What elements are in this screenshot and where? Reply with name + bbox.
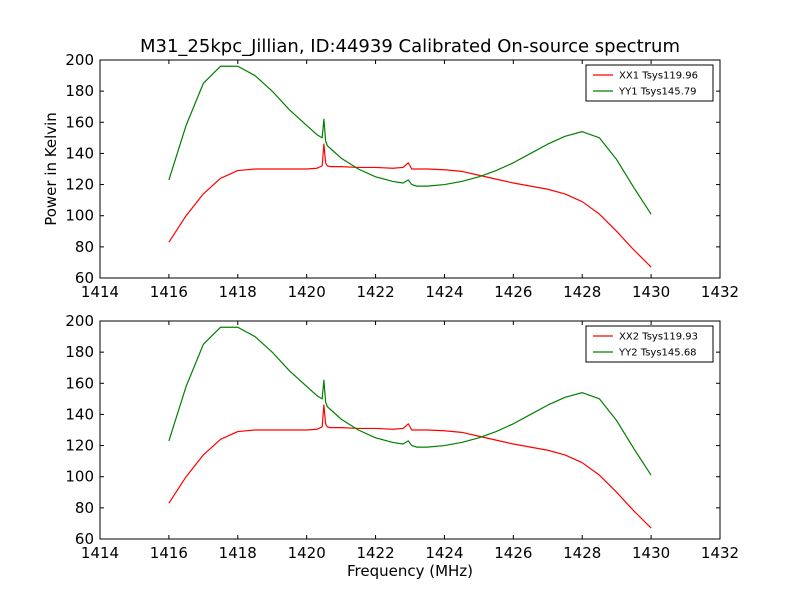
bottom-legend-label-1: XX2 Tsys119.93: [619, 332, 698, 343]
top-legend: XX1 Tsys119.96 YY1 Tsys145.79: [585, 64, 714, 102]
top-y-tick-label: 60: [75, 269, 94, 287]
top-x-tick-label: 1432: [701, 283, 739, 301]
top-x-tick-label: 1426: [494, 283, 532, 301]
bottom-y-tick-label: 120: [65, 437, 94, 455]
bottom-y-tick-label: 140: [65, 405, 94, 423]
top-y-tick-label: 140: [65, 144, 94, 162]
top-x-tick-label: 1420: [288, 283, 326, 301]
bottom-x-tick-label: 1414: [81, 544, 119, 562]
top-x-tick-label: 1414: [81, 283, 119, 301]
bottom-x-tick-label: 1420: [288, 544, 326, 562]
top-legend-label-1: XX1 Tsys119.96: [619, 71, 698, 82]
top-y-tick-label: 200: [65, 51, 94, 69]
bottom-x-tick-label: 1430: [632, 544, 670, 562]
top-y-tick-label: 160: [65, 113, 94, 131]
bottom-axes-frame: [99, 320, 721, 540]
bottom-y-tick-label: 60: [75, 530, 94, 548]
top-x-tick-label: 1424: [425, 283, 463, 301]
bottom-x-tick-label: 1428: [563, 544, 601, 562]
top-legend-box: [585, 64, 714, 102]
bottom-x-tick-label: 1422: [356, 544, 394, 562]
bottom-y-tick-label: 160: [65, 374, 94, 392]
top-y-tick-label: 180: [65, 82, 94, 100]
top-x-tick-label: 1428: [563, 283, 601, 301]
figure-title: M31_25kpc_Jillian, ID:44939 Calibrated O…: [140, 36, 680, 57]
bottom-x-axis-label: Frequency (MHz): [347, 562, 473, 580]
bottom-x-tick-label: 1416: [150, 544, 188, 562]
bottom-x-tick-label: 1432: [701, 544, 739, 562]
bottom-series-line-1: [168, 404, 652, 529]
top-y-tick-label: 120: [65, 176, 94, 194]
top-x-tick-label: 1422: [356, 283, 394, 301]
top-legend-label-2: YY1 Tsys145.79: [618, 87, 697, 98]
top-x-tick-label: 1416: [150, 283, 188, 301]
bottom-x-tick-label: 1426: [494, 544, 532, 562]
top-y-tick-label: 80: [75, 238, 94, 256]
bottom-y-tick-label: 100: [65, 468, 94, 486]
top-axes-frame: [99, 59, 721, 279]
bottom-legend: XX2 Tsys119.93 YY2 Tsys145.68: [585, 325, 714, 363]
top-spectrum-panel: 1414 1416 1418 1420 1422 1424 1426 1428 1430 1432…: [42, 51, 739, 301]
bottom-x-tick-label: 1424: [425, 544, 463, 562]
top-x-tick-label: 1418: [219, 283, 257, 301]
top-series-line-2: [168, 65, 652, 215]
bottom-y-tick-label: 80: [75, 499, 94, 517]
bottom-y-tick-label: 200: [65, 312, 94, 330]
bottom-legend-box: [585, 325, 714, 363]
top-x-tick-label: 1430: [632, 283, 670, 301]
top-series-line-1: [168, 143, 652, 268]
bottom-series-line-2: [168, 326, 652, 476]
bottom-legend-label-2: YY2 Tsys145.68: [618, 348, 697, 359]
bottom-y-tick-label: 180: [65, 343, 94, 361]
top-y-tick-label: 100: [65, 207, 94, 225]
top-y-axis-label: Power in Kelvin: [42, 112, 60, 226]
bottom-x-tick-label: 1418: [219, 544, 257, 562]
bottom-spectrum-panel: 1414 1416 1418 1420 1422 1424 1426 1428 1430 1432…: [65, 312, 739, 580]
